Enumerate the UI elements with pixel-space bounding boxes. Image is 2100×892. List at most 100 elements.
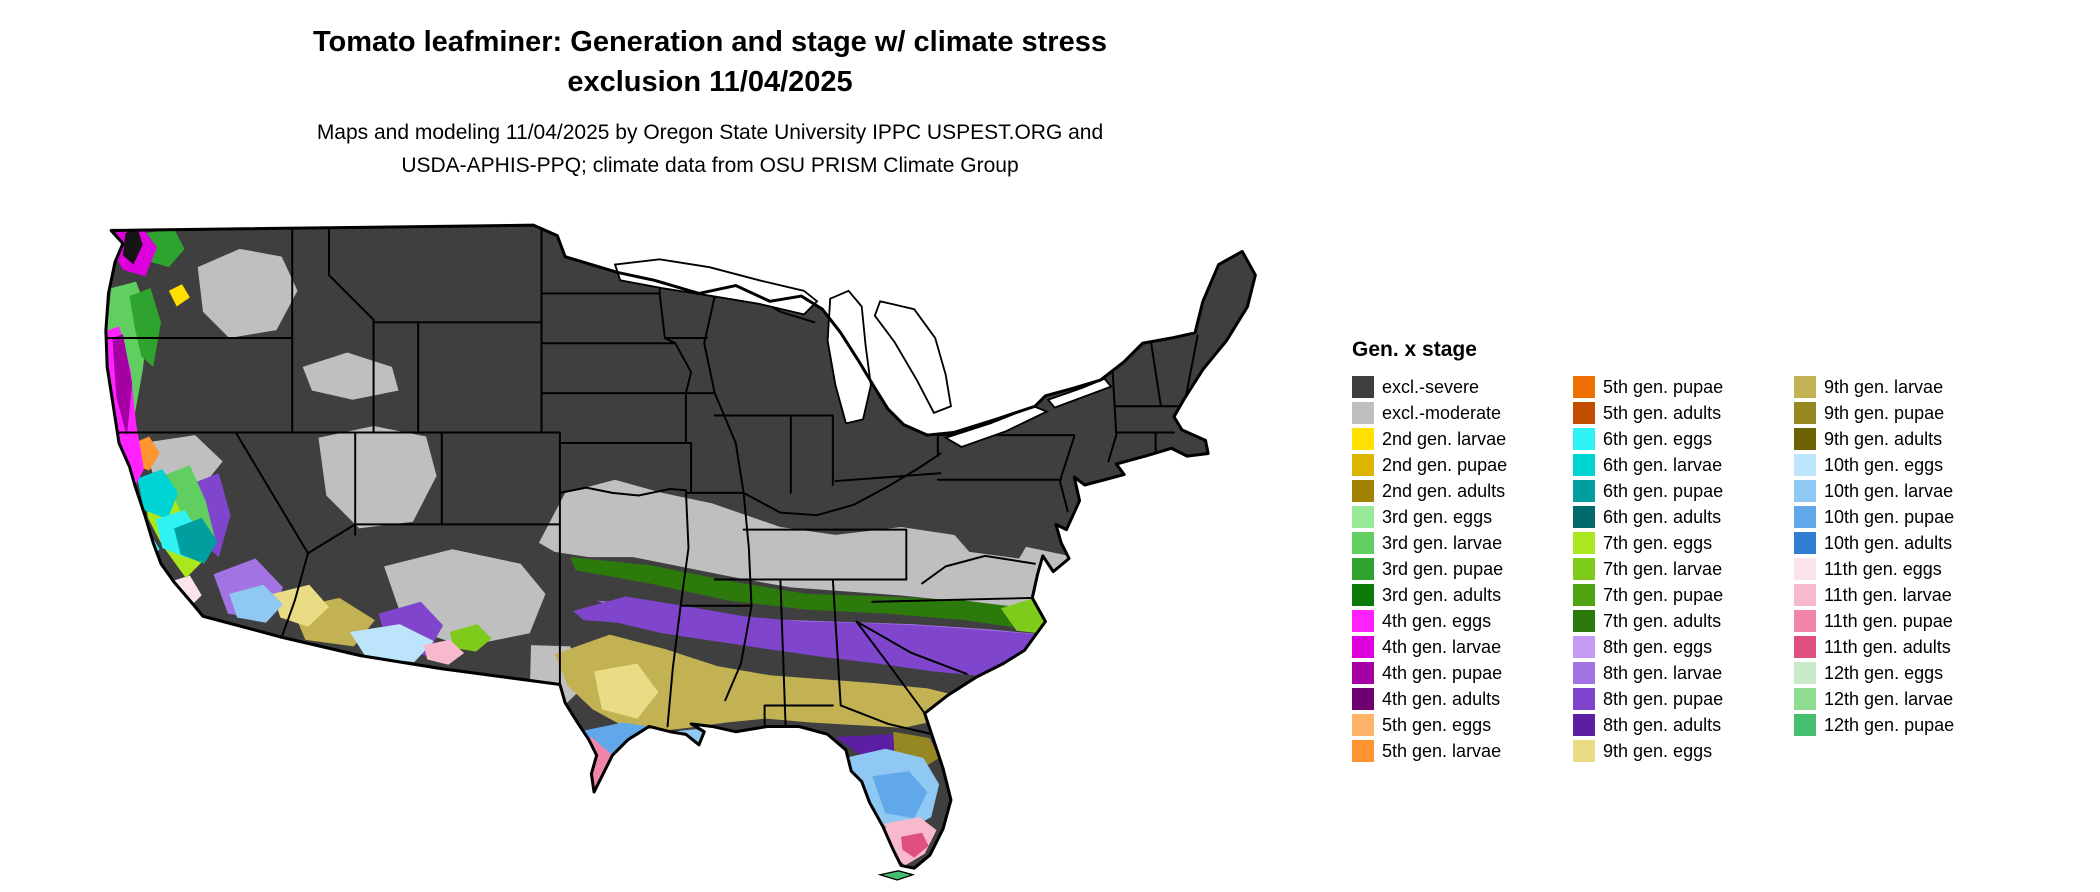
legend-item: 2nd gen. pupae [1352,452,1573,478]
legend-item: 2nd gen. adults [1352,478,1573,504]
map-region-8th-gen-pupae-band [573,596,1075,677]
legend-item: 4th gen. adults [1352,686,1573,712]
state-borders [105,225,1199,736]
legend-label: 8th gen. larvae [1603,662,1723,683]
legend-label: 4th gen. pupae [1382,662,1503,683]
legend-swatch [1573,558,1595,580]
legend-label: 3rd gen. pupae [1382,558,1504,579]
legend-swatch [1573,532,1595,554]
map-region-puget-sound [122,227,143,265]
map-region-3rd-gen-pupae-oregon [129,288,161,367]
legend-item: 2nd gen. larvae [1352,426,1573,452]
legend-label: 10th gen. larvae [1824,480,1954,501]
legend-label: 6th gen. larvae [1603,454,1723,475]
legend-label: 5th gen. eggs [1382,714,1492,735]
legend-item: excl.-severe [1352,374,1573,400]
legend-item: 8th gen. adults [1573,712,1794,738]
legend-label: 12th gen. pupae [1824,714,1955,735]
legend-label: 9th gen. eggs [1603,740,1713,761]
legend-item: 9th gen. adults [1794,426,2015,452]
legend-item: 6th gen. larvae [1573,452,1794,478]
legend-label: 11th gen. larvae [1824,584,1952,605]
map-region-10th-gen-pupae-central-florida [872,771,928,819]
legend-item: 12th gen. eggs [1794,660,2015,686]
map-subtitle-line1: Maps and modeling 11/04/2025 by Oregon S… [316,121,1104,144]
legend-swatch [1573,480,1595,502]
legend-item: 10th gen. larvae [1794,478,2015,504]
legend-swatch [1794,610,1816,632]
legend-item: 3rd gen. adults [1352,582,1573,608]
legend-label: 3rd gen. adults [1382,584,1502,605]
legend-columns: excl.-severe excl.-moderate 2nd gen. larva… [1352,374,2052,764]
legend-swatch [1573,688,1595,710]
legend-item: 3rd gen. eggs [1352,504,1573,530]
legend-swatch [1573,610,1595,632]
legend-item: 5th gen. pupae [1573,374,1794,400]
map-region-excl-moderate-washington [197,248,298,339]
legend-swatch [1352,740,1374,762]
legend-item: 7th gen. larvae [1573,556,1794,582]
legend-label: 2nd gen. pupae [1382,454,1508,475]
legend-swatch [1794,662,1816,684]
legend-item: 8th gen. pupae [1573,686,1794,712]
legend-swatch [1352,662,1374,684]
map-region-excl-moderate-nevada-utah [318,425,437,529]
map-region-10th-gen-larvae-socal [229,584,284,623]
map-region-9th-gen-larvae-gulf-band [554,634,961,732]
legend-item: 7th gen. pupae [1573,582,1794,608]
map-region-10th-gen-eggs-arizona [349,624,434,663]
legend-label: 11th gen. adults [1824,636,1951,657]
legend-item: 6th gen. pupae [1573,478,1794,504]
legend-item: 12th gen. larvae [1794,686,2015,712]
legend-swatch [1573,402,1595,424]
map-region-7th-gen-larvae-newmexico [449,624,492,652]
legend-swatch [1352,428,1374,450]
legend-item: 6th gen. adults [1573,504,1794,530]
map-region-3rd-gen-pupae-washington [145,229,185,268]
legend-label: 9th gen. pupae [1824,402,1945,423]
map-region-11th-gen-larvae-arizona [423,639,465,665]
map-region-12th-gen-pupae-keys [877,870,916,881]
legend-swatch [1352,480,1374,502]
legend-swatch [1352,636,1374,658]
legend-label: 7th gen. pupae [1603,584,1724,605]
legend-swatch [1794,480,1816,502]
legend-swatch [1573,506,1595,528]
legend-item: excl.-moderate [1352,400,1573,426]
legend-swatch [1573,376,1595,398]
legend-label: excl.-moderate [1382,402,1502,423]
legend-label: 9th gen. larvae [1824,376,1944,397]
legend-swatch [1794,402,1816,424]
legend-item: 10th gen. eggs [1794,452,2015,478]
lake-erie [943,405,1050,448]
legend-swatch [1573,636,1595,658]
legend-swatch [1573,454,1595,476]
legend-item: 11th gen. larvae [1794,582,2015,608]
legend-item: 8th gen. eggs [1573,634,1794,660]
legend-swatch [1352,454,1374,476]
legend-swatch [1573,584,1595,606]
legend-item: 3rd gen. pupae [1352,556,1573,582]
map-title-line1: Tomato leafminer: Generation and stage w… [313,26,1107,58]
legend-swatch [1352,610,1374,632]
legend-label: 7th gen. eggs [1603,532,1713,553]
legend-label: 4th gen. eggs [1382,610,1492,631]
legend-label: 7th gen. larvae [1603,558,1723,579]
legend-item: 7th gen. adults [1573,608,1794,634]
legend-swatch [1352,558,1374,580]
legend-item: 9th gen. larvae [1794,374,2015,400]
legend-item: 10th gen. adults [1794,530,2015,556]
map-region-6th-gen-pupae-california [174,517,218,564]
map-region-2nd-gen-larvae-cascades [168,284,190,307]
legend-item: 3rd gen. larvae [1352,530,1573,556]
legend-item: 5th gen. eggs [1352,712,1573,738]
legend-swatch [1794,584,1816,606]
legend-swatch [1352,506,1374,528]
legend-swatch [1352,584,1374,606]
legend-item: 4th gen. pupae [1352,660,1573,686]
legend-swatch [1794,558,1816,580]
legend-item: 8th gen. larvae [1573,660,1794,686]
legend-title: Gen. x stage [1352,338,1477,361]
legend-item: 11th gen. pupae [1794,608,2015,634]
legend-swatch [1573,662,1595,684]
